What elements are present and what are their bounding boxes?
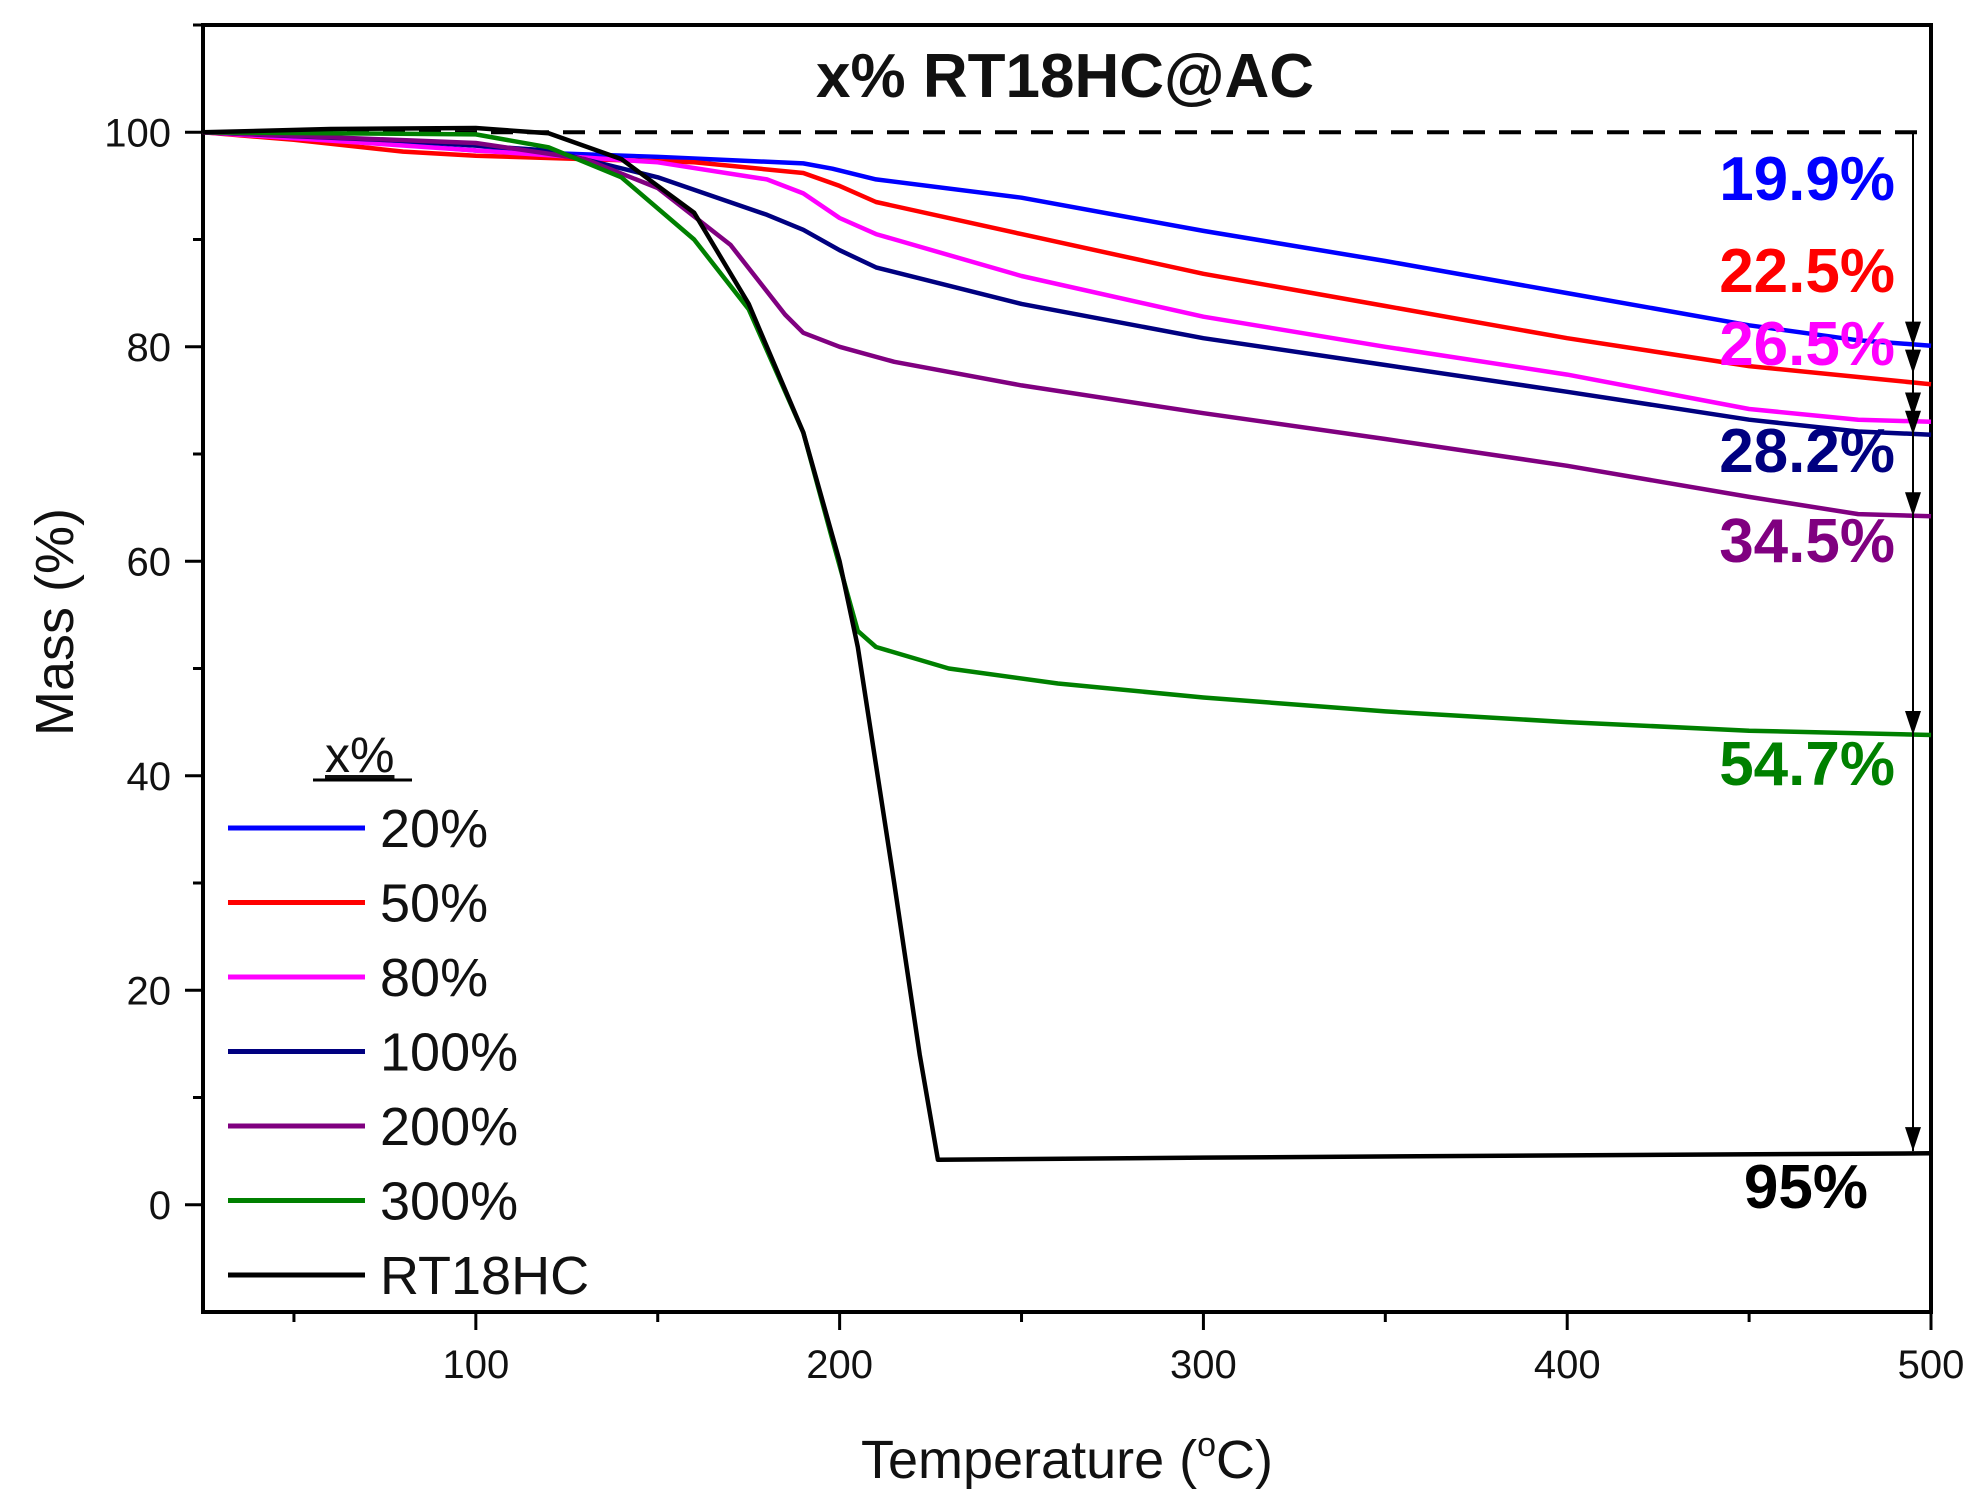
arrowhead	[1905, 410, 1921, 435]
legend-title: x%	[325, 727, 394, 783]
legend-label: 200%	[380, 1097, 518, 1157]
series-line-300pct	[202, 130, 1932, 738]
legend-label: 80%	[380, 948, 488, 1008]
x-axis-title-main: Temperature (	[861, 1430, 1197, 1490]
mass-loss-label-200pct: 34.5%	[1719, 507, 1895, 576]
mass-loss-label-100pct: 28.2%	[1719, 417, 1895, 486]
x-axis-title-unit: C)	[1216, 1430, 1273, 1490]
series-line-200pct	[202, 130, 1932, 519]
y-tick-label: 20	[127, 969, 172, 1013]
series-line-50pct	[202, 130, 1932, 387]
y-tick-label: 60	[127, 540, 172, 584]
series-lines	[202, 125, 1932, 1162]
legend-label: RT18HC	[380, 1246, 589, 1306]
mass-loss-label-50pct: 22.5%	[1719, 237, 1895, 306]
arrowhead	[1905, 492, 1921, 517]
x-tick-label: 300	[1170, 1343, 1237, 1387]
axis-ticks: 100 200 300 400 500 0 20 40 60 80 100	[104, 23, 1965, 1387]
arrowhead	[1905, 349, 1921, 374]
legend: x% 20% 50% 80% 100% 200% 300% RT18HC	[228, 727, 589, 1306]
series-line-80pct	[202, 130, 1932, 425]
y-tick-label: 0	[149, 1184, 171, 1228]
arrowhead	[1905, 392, 1921, 417]
mass-loss-label-20pct: 19.9%	[1719, 145, 1895, 214]
y-tick-label: 100	[104, 111, 171, 155]
legend-label: 50%	[380, 874, 488, 934]
mass-loss-label-rt18hc: 95%	[1744, 1153, 1868, 1222]
mass-loss-label-300pct: 54.7%	[1719, 730, 1895, 799]
chart-title: x% RT18HC@AC	[816, 42, 1314, 111]
legend-label: 20%	[380, 799, 488, 859]
x-tick-label: 200	[806, 1343, 873, 1387]
x-axis-title-degree: o	[1197, 1426, 1216, 1464]
mass-loss-labels: 19.9% 22.5%26.5% 28.2% 34.5% 54.7% 95%	[1719, 145, 1895, 1222]
mass-loss-arrows	[1905, 132, 1921, 1152]
series-line-rt18hc	[202, 125, 1932, 1162]
legend-label: 100%	[380, 1023, 518, 1083]
arrowhead	[1905, 1127, 1921, 1152]
x-tick-label: 400	[1534, 1343, 1601, 1387]
y-tick-label: 80	[127, 326, 172, 370]
mass-loss-label-80pct: 26.5%	[1719, 310, 1895, 379]
y-axis-title: Mass (%)	[25, 508, 85, 736]
x-tick-label: 100	[442, 1343, 509, 1387]
y-tick-label: 40	[127, 755, 172, 799]
arrowhead	[1905, 321, 1921, 346]
arrowhead	[1905, 710, 1921, 735]
x-axis-title: Temperature (oC)	[861, 1426, 1273, 1490]
legend-label: 300%	[380, 1172, 518, 1232]
x-tick-label: 500	[1898, 1343, 1965, 1387]
